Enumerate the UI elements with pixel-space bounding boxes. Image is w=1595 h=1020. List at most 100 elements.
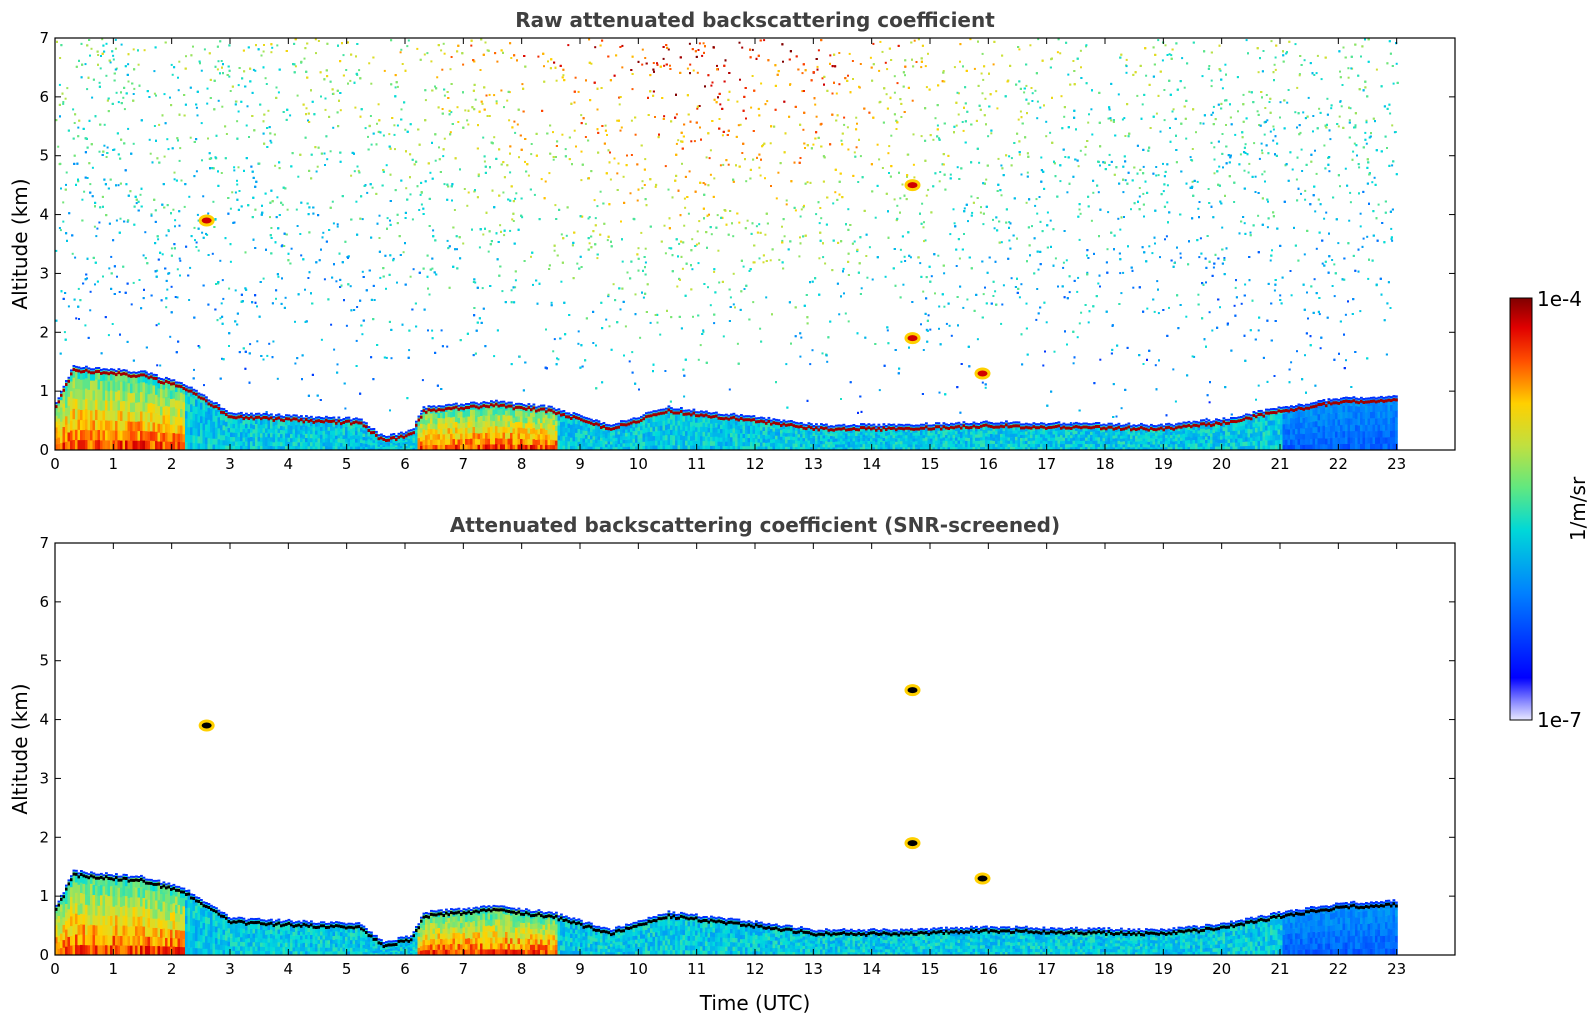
noise-pixel	[496, 329, 499, 332]
noise-pixel	[80, 76, 83, 79]
noise-pixel	[117, 101, 120, 104]
noise-pixel	[950, 334, 953, 337]
noise-pixel	[1318, 107, 1321, 110]
noise-pixel	[1018, 153, 1021, 156]
noise-pixel	[451, 199, 453, 202]
noise-pixel	[1266, 119, 1269, 122]
noise-pixel	[938, 180, 941, 183]
noise-pixel	[89, 183, 92, 186]
noise-pixel	[552, 350, 555, 353]
noise-pixel	[1314, 210, 1317, 213]
noise-pixel	[624, 325, 627, 328]
noise-pixel	[855, 116, 858, 119]
noise-pixel	[643, 184, 646, 186]
noise-pixel	[934, 292, 936, 295]
noise-pixel	[1291, 168, 1294, 171]
noise-pixel	[871, 278, 874, 281]
noise-pixel	[710, 233, 713, 236]
noise-pixel	[1247, 52, 1249, 55]
noise-pixel	[826, 360, 829, 363]
noise-pixel	[1080, 66, 1082, 69]
noise-pixel	[1319, 347, 1322, 350]
noise-pixel	[927, 314, 930, 317]
noise-pixel	[68, 212, 71, 215]
noise-pixel	[173, 66, 176, 69]
noise-pixel	[706, 246, 708, 249]
noise-pixel	[887, 342, 890, 345]
noise-pixel	[1307, 317, 1309, 320]
noise-pixel	[1310, 160, 1313, 163]
noise-pixel	[596, 257, 599, 260]
noise-pixel	[1131, 179, 1134, 182]
noise-pixel	[183, 205, 186, 208]
noise-pixel	[1010, 277, 1013, 280]
noise-pixel	[752, 301, 755, 304]
noise-pixel	[769, 259, 772, 262]
noise-pixel	[1091, 133, 1094, 136]
noise-pixel	[1026, 260, 1028, 263]
noise-pixel	[1229, 103, 1231, 106]
noise-pixel	[1323, 144, 1326, 147]
noise-pixel	[370, 356, 373, 359]
noise-pixel	[1153, 310, 1156, 313]
noise-pixel	[1299, 131, 1302, 134]
noise-pixel	[746, 219, 749, 222]
noise-pixel	[1304, 354, 1306, 357]
noise-pixel	[1185, 182, 1188, 185]
noise-pixel	[728, 388, 731, 391]
noise-pixel	[579, 255, 582, 258]
noise-pixel	[689, 120, 692, 123]
noise-pixel	[801, 90, 804, 93]
noise-pixel	[636, 163, 639, 166]
noise-pixel	[1294, 111, 1297, 114]
noise-pixel	[689, 72, 691, 75]
noise-pixel	[1120, 292, 1123, 295]
noise-pixel	[1219, 69, 1222, 72]
noise-pixel	[588, 216, 591, 219]
noise-pixel	[1315, 72, 1318, 75]
noise-pixel	[275, 297, 277, 300]
noise-pixel	[859, 395, 862, 398]
noise-pixel	[1145, 74, 1148, 77]
noise-pixel	[100, 352, 103, 355]
noise-pixel	[1066, 343, 1068, 346]
noise-pixel	[1345, 359, 1347, 362]
noise-pixel	[336, 225, 339, 228]
noise-pixel	[1313, 278, 1316, 281]
noise-pixel	[474, 98, 477, 101]
noise-pixel	[702, 330, 705, 333]
noise-pixel	[315, 170, 318, 173]
noise-pixel	[324, 108, 327, 111]
noise-pixel	[1115, 415, 1118, 418]
noise-pixel	[127, 63, 130, 66]
noise-pixel	[506, 99, 509, 102]
noise-pixel	[415, 325, 418, 328]
noise-pixel	[331, 276, 334, 279]
noise-pixel	[314, 38, 317, 41]
noise-pixel	[84, 63, 87, 66]
noise-pixel	[652, 68, 655, 71]
noise-pixel	[393, 133, 396, 136]
noise-pixel	[687, 212, 690, 215]
noise-pixel	[394, 148, 396, 151]
noise-pixel	[1314, 384, 1317, 387]
noise-pixel	[493, 136, 496, 139]
noise-pixel	[185, 55, 187, 58]
noise-pixel	[493, 94, 496, 97]
noise-pixel	[1130, 208, 1132, 211]
noise-pixel	[688, 42, 691, 45]
noise-pixel	[1266, 226, 1269, 229]
noise-pixel	[820, 217, 823, 220]
noise-pixel	[985, 178, 988, 181]
noise-pixel	[71, 252, 74, 255]
noise-pixel	[804, 182, 807, 185]
noise-pixel	[825, 223, 828, 226]
noise-pixel	[693, 140, 696, 143]
noise-pixel	[370, 143, 373, 146]
noise-pixel	[1069, 83, 1072, 86]
noise-pixel	[577, 90, 580, 93]
noise-pixel	[1300, 148, 1303, 151]
noise-pixel	[1120, 407, 1123, 410]
noise-pixel	[1326, 97, 1329, 100]
noise-pixel	[509, 42, 512, 45]
